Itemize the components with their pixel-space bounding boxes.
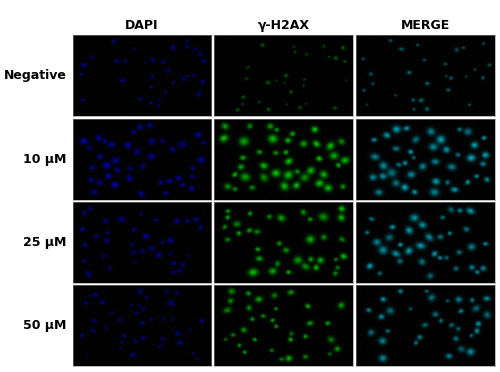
Text: γ-H2AX: γ-H2AX [258, 19, 310, 32]
Text: 10 μM: 10 μM [23, 153, 66, 166]
Text: DAPI: DAPI [125, 19, 158, 32]
Text: 50 μM: 50 μM [23, 320, 66, 332]
Text: 25 μM: 25 μM [23, 236, 66, 249]
Text: MERGE: MERGE [401, 19, 450, 32]
Text: Negative: Negative [4, 70, 66, 82]
